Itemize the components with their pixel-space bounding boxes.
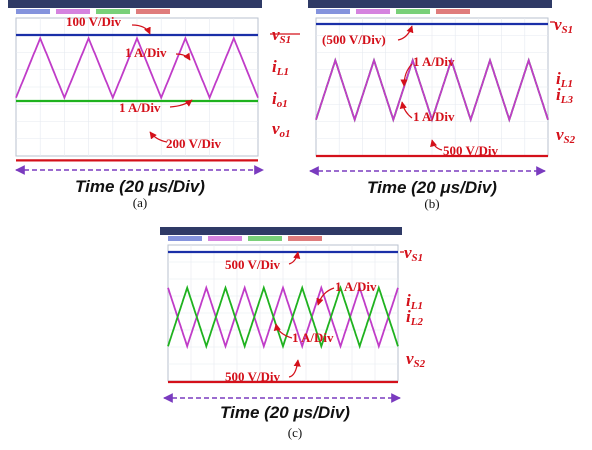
label-a-io1: io1 <box>272 89 288 110</box>
scale-b-iL3: 1 A/Div <box>413 109 455 124</box>
panel-a: vS1 iL1 io1 vo1 100 V/Div 1 A/Div 1 A/Di… <box>8 0 300 210</box>
scale-a-io1: 1 A/Div <box>119 100 161 115</box>
scale-a-vo1: 200 V/Div <box>166 136 222 151</box>
trace-c-il2 <box>167 284 399 350</box>
trace-b-il3 <box>315 57 549 123</box>
time-caption-c: Time (20 μs/Div) <box>220 403 350 422</box>
scale-c-iL2: 1 A/Div <box>292 330 334 345</box>
scope-screen-b <box>308 0 552 158</box>
scope-channel-chip <box>96 9 130 14</box>
scope-channel-chip <box>16 9 50 14</box>
scope-channel-chip <box>356 9 390 14</box>
scope-channel-chip <box>316 9 350 14</box>
scale-b-iL1: 1 A/Div <box>413 54 455 69</box>
trace-a-il1 <box>15 35 259 101</box>
scale-a-iL1: 1 A/Div <box>125 45 167 60</box>
label-b-vS1: vS1 <box>554 15 573 36</box>
scope-channel-chip <box>56 9 90 14</box>
scale-b-vS2: 500 V/Div <box>443 143 499 158</box>
label-c-vS2: vS2 <box>406 349 426 370</box>
label-b-vS2: vS2 <box>556 125 576 146</box>
label-c-iL2: iL2 <box>406 307 423 328</box>
label-b-iL3: iL3 <box>556 85 573 106</box>
scope-header-bar <box>8 0 262 8</box>
scope-screen-c <box>160 227 402 384</box>
scale-c-vS1: 500 V/Div <box>225 257 281 272</box>
scope-channel-chip <box>208 236 242 241</box>
scope-channel-chip <box>248 236 282 241</box>
label-a-iL1: iL1 <box>272 57 289 78</box>
panel-b: vS1 iL1 iL3 vS2 (500 V/Div) 1 A/Div 1 A/… <box>308 0 576 211</box>
time-caption-b: Time (20 μs/Div) <box>367 178 497 197</box>
scale-a-vS1: 100 V/Div <box>66 14 122 29</box>
scope-channel-chip <box>396 9 430 14</box>
panel-c: vS1 iL1 iL2 vS2 500 V/Div 1 A/Div 1 A/Di… <box>160 227 426 440</box>
panel-label-a: (a) <box>133 195 147 210</box>
scope-header-bar <box>308 0 552 8</box>
label-c-iL1: iL1 <box>406 291 423 312</box>
panel-label-b: (b) <box>424 196 439 211</box>
scale-c-vS2: 500 V/Div <box>225 369 281 384</box>
label-b-iL1: iL1 <box>556 69 573 90</box>
time-caption-a: Time (20 μs/Div) <box>75 177 205 196</box>
scope-screen-a <box>8 0 262 162</box>
scope-channel-chip <box>288 236 322 241</box>
label-a-vo1: vo1 <box>272 119 291 140</box>
label-a-vS1: vS1 <box>272 25 291 46</box>
label-c-vS1: vS1 <box>404 243 423 264</box>
scope-channel-chip <box>168 236 202 241</box>
scale-c-iL1: 1 A/Div <box>335 279 377 294</box>
scope-channel-chip <box>436 9 470 14</box>
panel-label-c: (c) <box>288 425 302 440</box>
scope-channel-chip <box>136 9 170 14</box>
trace-c-il1 <box>167 284 399 350</box>
scope-header-bar <box>160 227 402 235</box>
scale-b-vS1: (500 V/Div) <box>322 32 386 47</box>
